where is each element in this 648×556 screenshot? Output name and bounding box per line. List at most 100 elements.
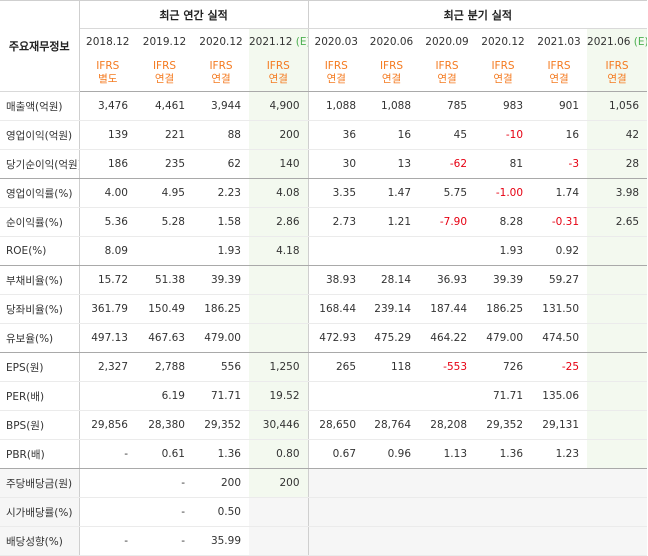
table-cell: 168.44 [308,294,365,324]
row-label: 영업이익률(%) [0,178,80,208]
table-row: 시가배당률(%) -0.50 [0,497,648,527]
table-cell: 0.92 [531,236,588,266]
table-row: 매출액(억원) 3,476 4,461 3,944 4,900 1,088 1,088 785… [0,91,648,121]
table-cell: 265 [308,352,365,382]
table-cell: 71.71 [193,381,249,411]
table-cell: 0.80 [249,439,309,469]
table-cell: 4,900 [249,91,309,121]
table-cell: 0.96 [364,439,420,469]
table-cell [587,236,648,266]
period-header: 2021.03 [537,36,581,48]
table-cell: 118 [364,352,420,382]
basis-label: 연결 [154,73,175,85]
basis-label: 연결 [381,73,402,85]
table-cell: -25 [531,352,588,382]
table-cell: 16 [531,120,588,150]
table-cell: 30,446 [249,410,309,440]
table-cell: 186.25 [193,294,249,324]
table-cell: -7.90 [419,207,476,237]
table-cell: 475.29 [364,323,420,353]
table-cell: 28,764 [364,410,420,440]
table-cell: 901 [531,91,588,121]
table-cell: 479.00 [475,323,532,353]
table-cell [419,526,476,556]
table-cell: 1.58 [193,207,249,237]
table-cell: 51.38 [136,265,193,295]
table-cell [79,381,136,411]
table-cell: 150.49 [136,294,193,324]
basis-header: IFRS 연결 [419,55,476,92]
row-label: 당좌비율(%) [0,294,80,324]
table-cell: - [79,439,136,469]
table-row: 부채비율(%) 15.72 51.38 39.39 38.93 28.14 36.93 39.… [0,265,648,295]
table-cell [364,497,420,527]
basis-label: 연결 [326,73,346,85]
period-label: 2021.06 [587,36,634,48]
table-cell: 16 [364,120,420,150]
table-cell: 556 [193,352,249,382]
row-label: PER(배) [0,381,80,411]
table-cell: 1,088 [308,91,365,121]
table-cell [587,439,648,469]
table-cell: 464.22 [419,323,476,353]
basis-header: IFRS 연결 [475,55,532,92]
table-cell: 4.08 [249,178,309,208]
table-cell [587,352,648,382]
table-cell: 221 [136,120,193,150]
table-cell: 361.79 [79,294,136,324]
table-cell: 1.36 [193,439,249,469]
basis-label: 연결 [437,73,457,85]
table-cell [136,236,193,266]
basis-label: IFRS [547,60,571,72]
period-label: 2021.12 [249,36,296,48]
basis-label: IFRS [96,60,120,72]
basis-label: IFRS [435,60,459,72]
basis-header: IFRS 연결 [587,55,648,92]
table-cell: 29,352 [475,410,532,440]
row-label: 유보율(%) [0,323,80,353]
table-cell: - [136,526,193,556]
table-cell [249,323,309,353]
period-header: 2020.09 [425,36,469,48]
period-header: 2020.12 [199,36,243,48]
table-cell: 2,327 [79,352,136,382]
table-cell: 1.21 [364,207,420,237]
basis-label: IFRS [324,60,348,72]
table-row: 당좌비율(%) 361.79 150.49 186.25 168.44 239.14 187… [0,294,648,324]
table-cell: 5.28 [136,207,193,237]
annual-group-header: 최근 연간 실적 [79,0,309,29]
table-cell: 186.25 [475,294,532,324]
basis-label: IFRS [605,60,629,72]
table-cell [531,497,588,527]
table-cell: 497.13 [79,323,136,353]
table-cell [308,236,365,266]
table-cell [419,497,476,527]
row-label: 주당배당금(원) [0,468,80,498]
table-cell: 29,856 [79,410,136,440]
table-cell: 2.86 [249,207,309,237]
period-header: 2021.06 (E) [587,28,648,55]
table-cell: 785 [419,91,476,121]
period-header: 2020.03 [314,36,358,48]
basis-label: IFRS [266,60,290,72]
table-cell: 39.39 [475,265,532,295]
basis-header: IFRS 연결 [364,55,420,92]
basis-header: IFRS 연결 [193,55,249,92]
table-cell [308,381,365,411]
basis-label: IFRS [152,60,177,72]
table-cell: 1.93 [193,236,249,266]
row-label: 영업이익(억원) [0,120,80,150]
table-cell: 200 [249,120,309,150]
table-cell [587,526,648,556]
table-cell [587,323,648,353]
table-cell: 5.75 [419,178,476,208]
table-row: PER(배) 6.19 71.71 19.52 71.71 135.06 [0,381,648,411]
table-cell: 42 [587,120,648,150]
estimate-mark: (E) [633,36,647,48]
table-cell [587,294,648,324]
table-row: 주당배당금(원) -200 200 [0,468,648,498]
table-cell: 71.71 [475,381,532,411]
table-cell: -62 [419,149,476,179]
table-cell: 4.00 [79,178,136,208]
period-header: 2018.12 [86,36,130,48]
